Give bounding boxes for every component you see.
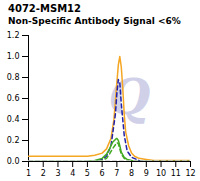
svg-text:9: 9	[144, 169, 149, 178]
svg-text:0.6: 0.6	[7, 94, 20, 103]
svg-text:0.2: 0.2	[7, 136, 20, 145]
svg-text:5: 5	[85, 169, 90, 178]
svg-text:0.8: 0.8	[7, 73, 20, 82]
svg-text:0.0: 0.0	[7, 157, 20, 166]
svg-text:11: 11	[171, 169, 181, 178]
svg-text:12: 12	[185, 169, 195, 178]
svg-text:1: 1	[26, 169, 31, 178]
svg-text:Q: Q	[108, 68, 151, 125]
svg-text:7: 7	[114, 169, 119, 178]
html-text:Non-Specific Antibody Signal <: Non-Specific Antibody Signal <6%	[8, 16, 181, 26]
svg-text:8: 8	[129, 169, 134, 178]
svg-text:1.2: 1.2	[7, 31, 20, 40]
svg-text:3: 3	[55, 169, 60, 178]
svg-text:10: 10	[156, 169, 166, 178]
svg-text:4: 4	[70, 169, 75, 178]
html-text:4072-MSM12: 4072-MSM12	[8, 3, 81, 14]
svg-text:0.4: 0.4	[7, 115, 20, 124]
svg-text:6: 6	[100, 169, 105, 178]
svg-text:1.0: 1.0	[7, 52, 20, 61]
svg-text:2: 2	[41, 169, 46, 178]
